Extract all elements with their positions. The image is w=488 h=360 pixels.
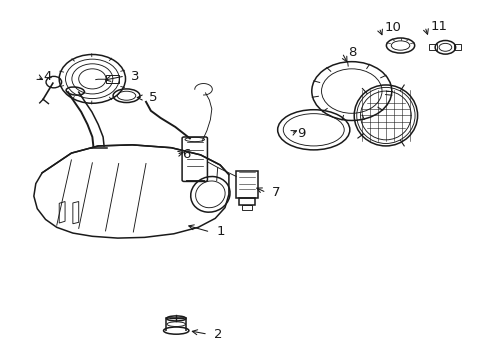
Text: 9: 9	[296, 127, 305, 140]
Bar	[239, 198, 254, 205]
Bar	[428, 44, 436, 50]
Bar	[242, 205, 251, 211]
Text: 6: 6	[182, 148, 190, 161]
Text: 5: 5	[149, 91, 157, 104]
Text: 10: 10	[384, 21, 401, 34]
Text: 7: 7	[272, 186, 280, 199]
Bar	[105, 75, 119, 83]
Text: 2: 2	[213, 328, 222, 341]
Text: 4: 4	[43, 70, 51, 83]
Text: 3: 3	[131, 69, 139, 82]
Text: 11: 11	[430, 20, 447, 33]
Bar	[453, 44, 461, 50]
Text: 1: 1	[216, 225, 224, 238]
Bar	[236, 171, 257, 198]
Text: 8: 8	[347, 46, 356, 59]
